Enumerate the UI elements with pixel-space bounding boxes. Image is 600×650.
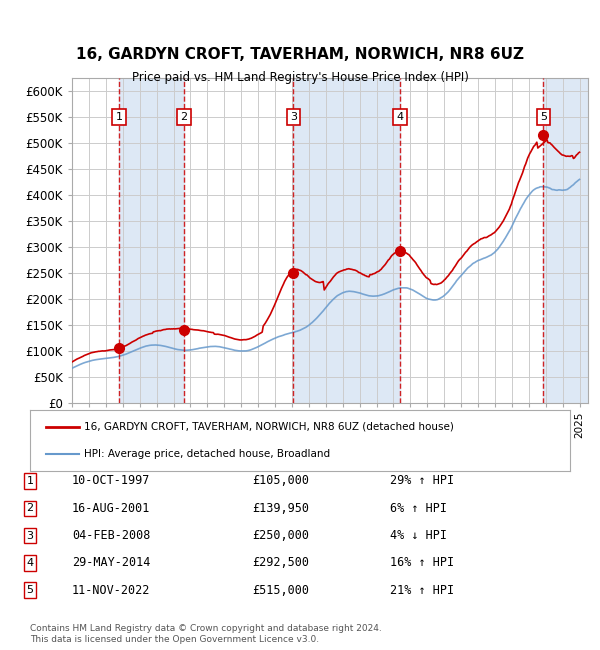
Text: 2: 2: [181, 112, 188, 122]
Bar: [119, 78, 184, 403]
Text: 1: 1: [26, 476, 34, 486]
Text: 16, GARDYN CROFT, TAVERHAM, NORWICH, NR8 6UZ (detached house): 16, GARDYN CROFT, TAVERHAM, NORWICH, NR8…: [84, 422, 454, 432]
Text: 6% ↑ HPI: 6% ↑ HPI: [390, 502, 447, 515]
Text: 10-OCT-1997: 10-OCT-1997: [72, 474, 151, 488]
Text: 2: 2: [26, 503, 34, 514]
Text: 16, GARDYN CROFT, TAVERHAM, NORWICH, NR8 6UZ: 16, GARDYN CROFT, TAVERHAM, NORWICH, NR8…: [76, 47, 524, 62]
Text: 29-MAY-2014: 29-MAY-2014: [72, 556, 151, 569]
Text: 11-NOV-2022: 11-NOV-2022: [72, 584, 151, 597]
Text: 04-FEB-2008: 04-FEB-2008: [72, 529, 151, 542]
Text: 16-AUG-2001: 16-AUG-2001: [72, 502, 151, 515]
Text: 29% ↑ HPI: 29% ↑ HPI: [390, 474, 454, 488]
Text: 3: 3: [26, 530, 34, 541]
Text: £250,000: £250,000: [252, 529, 309, 542]
Bar: [293, 78, 400, 403]
Text: 4: 4: [26, 558, 34, 568]
Text: HPI: Average price, detached house, Broadland: HPI: Average price, detached house, Broa…: [84, 449, 330, 459]
Text: 16% ↑ HPI: 16% ↑ HPI: [390, 556, 454, 569]
Text: 1: 1: [116, 112, 122, 122]
Text: Price paid vs. HM Land Registry's House Price Index (HPI): Price paid vs. HM Land Registry's House …: [131, 72, 469, 84]
Text: 5: 5: [540, 112, 547, 122]
Text: £515,000: £515,000: [252, 584, 309, 597]
Text: Contains HM Land Registry data © Crown copyright and database right 2024.
This d: Contains HM Land Registry data © Crown c…: [30, 624, 382, 644]
Text: £105,000: £105,000: [252, 474, 309, 488]
Text: 3: 3: [290, 112, 297, 122]
Text: 21% ↑ HPI: 21% ↑ HPI: [390, 584, 454, 597]
Bar: [544, 78, 588, 403]
Text: £139,950: £139,950: [252, 502, 309, 515]
Text: 4: 4: [397, 112, 404, 122]
Text: 5: 5: [26, 585, 34, 595]
Text: 4% ↓ HPI: 4% ↓ HPI: [390, 529, 447, 542]
Text: £292,500: £292,500: [252, 556, 309, 569]
